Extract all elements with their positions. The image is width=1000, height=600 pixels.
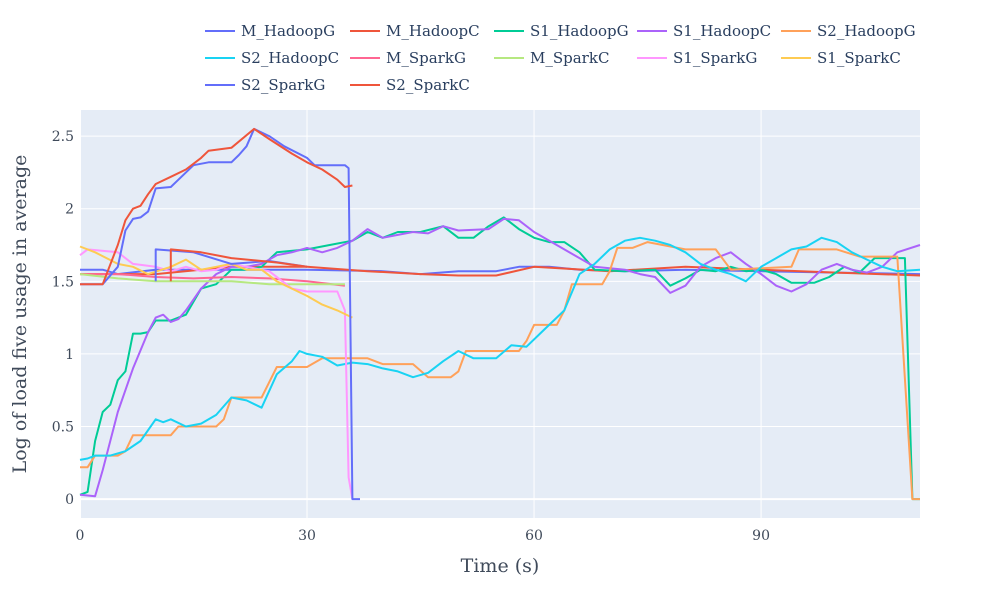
legend-label: S2_HadoopG bbox=[817, 22, 916, 40]
x-tick-label: 60 bbox=[525, 528, 543, 544]
x-tick-label: 0 bbox=[76, 528, 85, 544]
x-tick-label: 90 bbox=[752, 528, 770, 544]
legend-label: M_HadoopC bbox=[386, 22, 480, 40]
legend[interactable]: M_HadoopG M_HadoopC S1_HadoopG S1_HadoopC S2… bbox=[205, 22, 916, 94]
y-tick-label: 0 bbox=[65, 492, 74, 508]
series-line-s2-hadoopg bbox=[80, 241, 920, 501]
series-line-s1-hadoopc bbox=[79, 217, 921, 498]
legend-label: S1_HadoopC bbox=[673, 22, 771, 40]
legend-label: S1_SparkC bbox=[817, 49, 901, 67]
series-line-s1-sparkg bbox=[79, 248, 354, 500]
legend-item-s2-sparkc[interactable]: S2_SparkC bbox=[350, 76, 470, 94]
x-axis-title: Time (s) bbox=[461, 555, 540, 577]
series-line-s2-sparkg bbox=[80, 127, 360, 501]
legend-item-m-hadoopg[interactable]: M_HadoopG bbox=[205, 22, 335, 40]
legend-item-m-sparkc[interactable]: M_SparkC bbox=[494, 49, 609, 67]
legend-item-s2-hadoopg[interactable]: S2_HadoopG bbox=[781, 22, 916, 40]
legend-label: M_HadoopG bbox=[241, 22, 335, 40]
series-line-s1-sparkc bbox=[79, 245, 353, 319]
series-line-m-sparkc bbox=[79, 273, 345, 286]
y-tick-label: 2.5 bbox=[52, 129, 74, 145]
legend-item-s2-sparkg[interactable]: S2_SparkG bbox=[205, 76, 325, 94]
series-group bbox=[79, 127, 921, 501]
legend-item-s1-hadoopg[interactable]: S1_HadoopG bbox=[494, 22, 629, 40]
y-axis-title: Log of load five usage in average bbox=[9, 155, 31, 474]
series-line-s2-hadoopc bbox=[79, 236, 921, 461]
legend-label: S1_SparkG bbox=[673, 49, 757, 67]
legend-item-m-sparkg[interactable]: M_SparkG bbox=[350, 49, 466, 67]
legend-label: S2_SparkC bbox=[386, 76, 470, 94]
legend-label: S2_SparkG bbox=[241, 76, 325, 94]
series-line-m-sparkg bbox=[80, 273, 346, 287]
legend-label: S1_HadoopG bbox=[530, 22, 629, 40]
series-line-s2-sparkc bbox=[80, 127, 353, 286]
legend-item-m-hadoopc[interactable]: M_HadoopC bbox=[350, 22, 480, 40]
y-tick-label: 2 bbox=[65, 202, 74, 218]
series-line-segment bbox=[169, 248, 308, 282]
legend-label: S2_HadoopC bbox=[241, 49, 339, 67]
legend-label: M_SparkC bbox=[530, 49, 609, 67]
legend-item-s1-hadoopc[interactable]: S1_HadoopC bbox=[637, 22, 771, 40]
legend-item-s1-sparkc[interactable]: S1_SparkC bbox=[781, 49, 901, 67]
legend-label: M_SparkG bbox=[386, 49, 466, 67]
plot-area bbox=[80, 110, 920, 518]
legend-item-s2-hadoopc[interactable]: S2_HadoopC bbox=[205, 49, 339, 67]
x-tick-label: 30 bbox=[298, 528, 316, 544]
y-tick-label: 1.5 bbox=[52, 274, 74, 290]
y-axis-ticks: 0 0.5 1 1.5 2 2.5 bbox=[52, 129, 74, 508]
y-tick-label: 1 bbox=[65, 347, 74, 363]
x-axis-ticks: 0 30 60 90 bbox=[76, 528, 770, 544]
grid bbox=[79, 110, 920, 518]
legend-item-s1-sparkg[interactable]: S1_SparkG bbox=[637, 49, 757, 67]
y-tick-label: 0.5 bbox=[52, 420, 74, 436]
